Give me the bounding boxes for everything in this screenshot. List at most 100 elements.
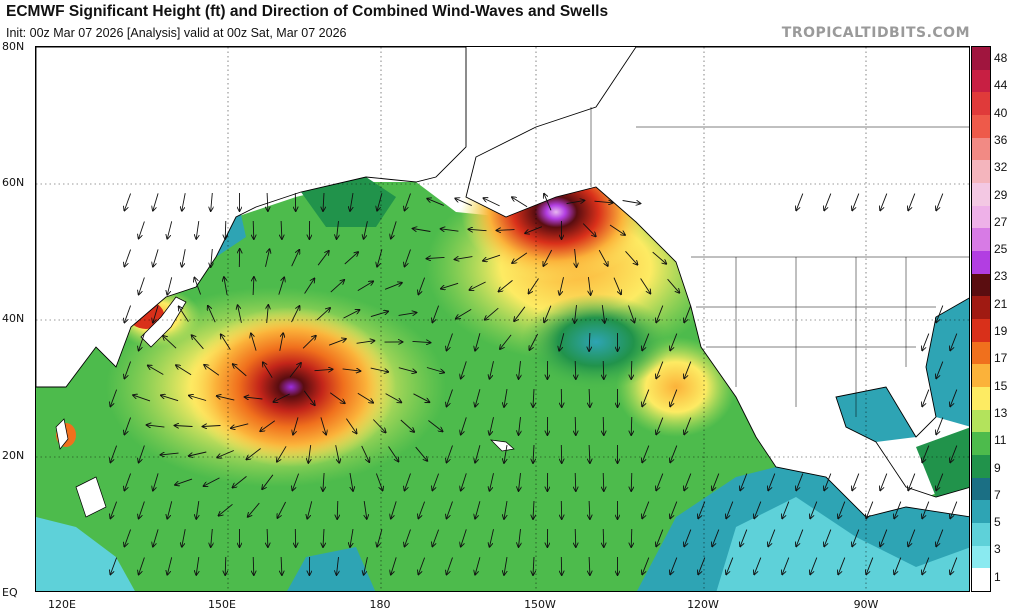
wave-direction-arrow (361, 445, 370, 462)
wave-direction-arrow (670, 501, 678, 519)
lat-label: 20N (2, 449, 25, 462)
wave-direction-arrow (469, 229, 487, 230)
colorbar-label: 40 (994, 105, 1008, 120)
wave-direction-arrow (922, 389, 930, 407)
wave-direction-arrow (314, 369, 333, 370)
colorbar-swatch (972, 228, 990, 252)
wave-direction-arrow (670, 445, 678, 463)
wave-direction-arrow (263, 362, 273, 378)
wave-direction-arrow (364, 501, 367, 519)
wave-direction-arrow (167, 277, 173, 294)
wave-direction-arrow (922, 333, 930, 351)
wave-direction-arrow (642, 557, 650, 575)
wave-direction-arrow (323, 192, 324, 211)
wave-direction-arrow (289, 363, 301, 378)
wave-direction-arrow (211, 248, 213, 267)
wave-direction-arrow (852, 473, 860, 491)
wave-direction-arrow (589, 556, 590, 575)
wave-direction-arrow (153, 193, 159, 210)
wave-direction-arrow (499, 280, 513, 291)
colorbar-label: 15 (994, 378, 1008, 393)
wave-direction-arrow (631, 472, 632, 491)
wave-direction-arrow (238, 305, 242, 323)
storm-center-west (186, 307, 396, 467)
wave-direction-arrow (251, 333, 257, 351)
wave-direction-arrow (427, 199, 444, 206)
wave-direction-arrow (211, 528, 213, 547)
colorbar-swatch (972, 387, 990, 411)
wave-direction-arrow (490, 529, 494, 547)
wave-direction-arrow (908, 473, 916, 491)
colorbar-swatch (972, 115, 990, 139)
wave-direction-arrow (533, 556, 534, 575)
wave-direction-arrow (469, 281, 486, 290)
wave-direction-arrow (475, 389, 481, 406)
lon-label: 150W (524, 598, 556, 611)
wave-direction-arrow (344, 252, 358, 265)
wave-direction-arrow (167, 557, 173, 574)
lat-label: 80N (2, 40, 25, 53)
wave-direction-arrow (589, 444, 590, 463)
wave-direction-arrow (598, 249, 608, 266)
wave-direction-arrow (504, 445, 508, 463)
wave-direction-arrow (281, 220, 282, 239)
wave-direction-arrow (512, 252, 528, 263)
wave-direction-arrow (684, 361, 692, 379)
wave-direction-arrow (391, 501, 397, 518)
wave-direction-arrow (267, 305, 269, 324)
wave-direction-arrow (514, 306, 526, 321)
wave-direction-arrow (405, 193, 411, 211)
colorbar-label: 9 (994, 460, 1001, 475)
wave-direction-arrow (317, 251, 329, 266)
wave-direction-arrow (447, 557, 453, 575)
wave-direction-arrow (413, 393, 430, 402)
wave-direction-arrow (461, 473, 467, 490)
wave-direction-arrow (447, 445, 453, 463)
wave-direction-arrow (224, 277, 228, 295)
wave-direction-arrow (260, 420, 276, 432)
wave-direction-arrow (337, 221, 339, 239)
wave-direction-arrow (176, 365, 192, 376)
wave-direction-arrow (385, 393, 402, 403)
wave-direction-arrow (279, 333, 283, 351)
wave-direction-arrow (388, 446, 399, 462)
wave-direction-arrow (640, 278, 651, 294)
wave-direction-arrow (768, 473, 776, 491)
wave-direction-arrow (208, 306, 216, 323)
wave-direction-arrow (277, 446, 287, 461)
wave-direction-arrow (267, 192, 268, 211)
lat-label: 40N (2, 312, 25, 325)
wave-direction-arrow (245, 397, 263, 399)
wave-direction-arrow (642, 501, 650, 519)
colorbar-label: 1 (994, 569, 1001, 584)
wave-direction-arrow (519, 529, 521, 547)
wave-direction-arrow (594, 201, 613, 203)
calm-area (521, 294, 671, 390)
wave-direction-arrow (712, 529, 720, 547)
colorbar-label: 44 (994, 78, 1008, 93)
wave-direction-arrow (582, 223, 596, 237)
wave-direction-arrow (652, 251, 667, 264)
wave-direction-arrow (391, 557, 397, 574)
wave-direction-arrow (852, 529, 860, 547)
wave-direction-arrow (372, 419, 385, 433)
wave-direction-arrow (529, 333, 539, 350)
wave-direction-arrow (182, 193, 186, 211)
colorbar-swatch (972, 47, 990, 71)
wave-direction-arrow (194, 278, 202, 295)
wave-direction-arrow (400, 419, 414, 432)
wave-direction-arrow (293, 417, 299, 434)
colorbar-label: 29 (994, 187, 1008, 202)
colorbar-label: 36 (994, 132, 1008, 147)
wave-direction-arrow (398, 367, 416, 373)
wave-direction-arrow (278, 277, 284, 295)
wave-direction-arrow (475, 445, 481, 462)
colorbar-swatch (972, 364, 990, 388)
wave-direction-arrow (124, 529, 132, 547)
wave-direction-arrow (740, 529, 748, 547)
wave-direction-arrow (291, 250, 300, 267)
wave-direction-arrow (308, 445, 310, 463)
wave-direction-arrow (603, 528, 604, 547)
wave-direction-arrow (936, 361, 944, 379)
wave-direction-arrow (667, 278, 680, 293)
